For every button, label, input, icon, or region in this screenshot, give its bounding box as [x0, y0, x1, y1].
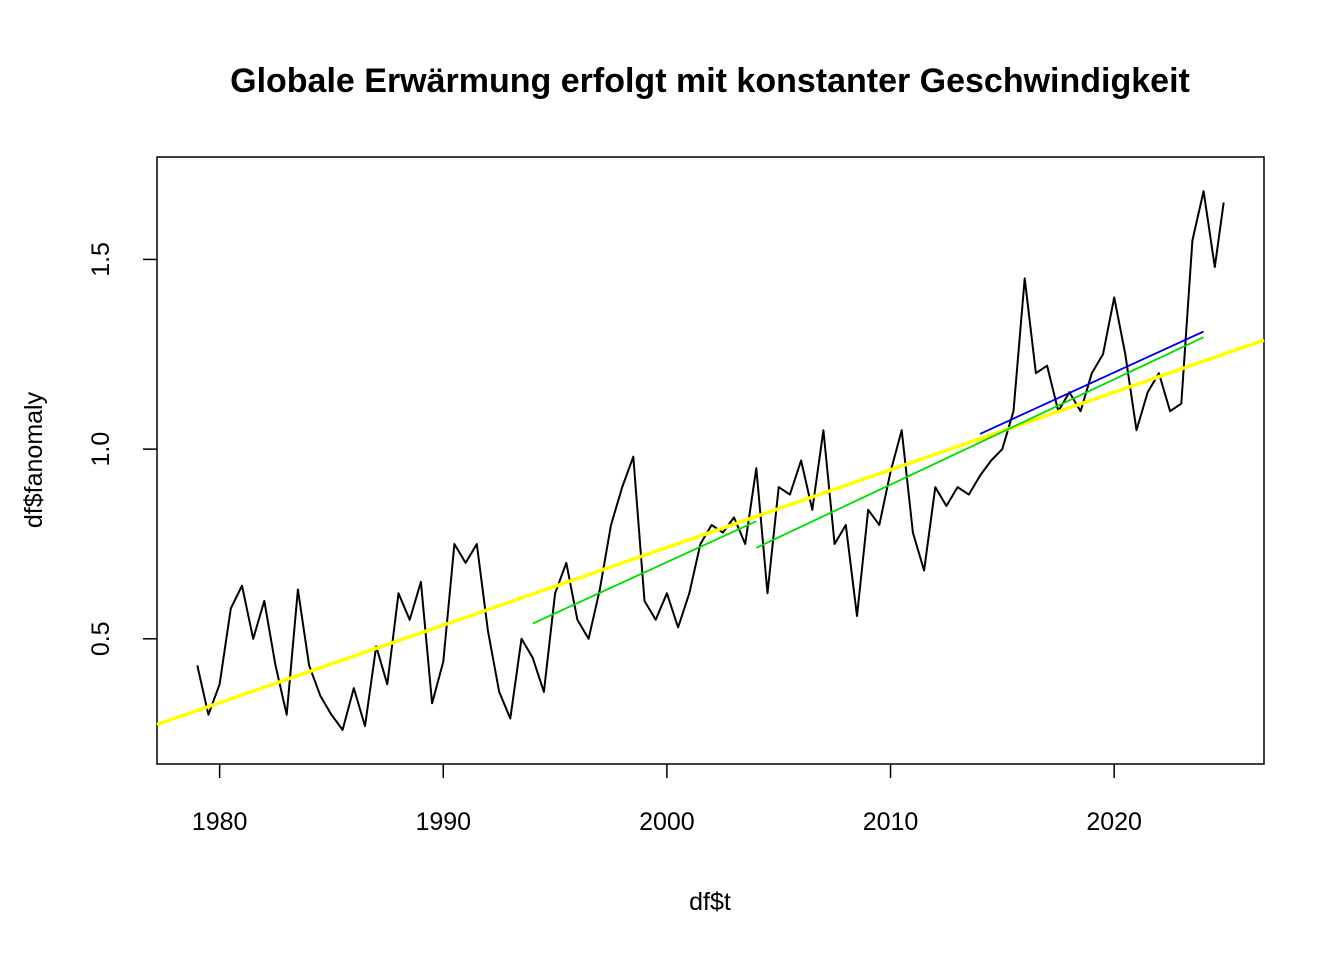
x-axis-label: df$t — [689, 888, 731, 916]
y-tick-label: 1.0 — [87, 432, 115, 467]
x-axis: 1980 1990 2000 2010 2020 — [192, 764, 1142, 836]
trend-line-1979-2026 — [156, 338, 1265, 727]
plot-frame — [156, 156, 1265, 765]
trend-line-2014-2024 — [979, 330, 1204, 435]
y-tick-label: 1.5 — [87, 242, 115, 277]
anomaly-series-line — [196, 190, 1225, 731]
x-tick-label: 2000 — [639, 808, 695, 836]
y-tick-label: 0.5 — [87, 621, 115, 656]
trend-line-2004-2024 — [755, 336, 1204, 549]
trend-line-1994-2004 — [532, 520, 757, 625]
chart-title: Globale Erwärmung erfolgt mit konstanter… — [230, 62, 1190, 100]
y-axis-label: df$fanomaly — [20, 391, 48, 528]
x-tick-label: 1980 — [192, 808, 248, 836]
y-axis: 0.5 1.0 1.5 — [87, 242, 157, 656]
series-layer — [156, 190, 1265, 731]
x-tick-label: 2020 — [1086, 808, 1142, 836]
x-tick-label: 2010 — [863, 808, 919, 836]
x-tick-label: 1990 — [415, 808, 471, 836]
